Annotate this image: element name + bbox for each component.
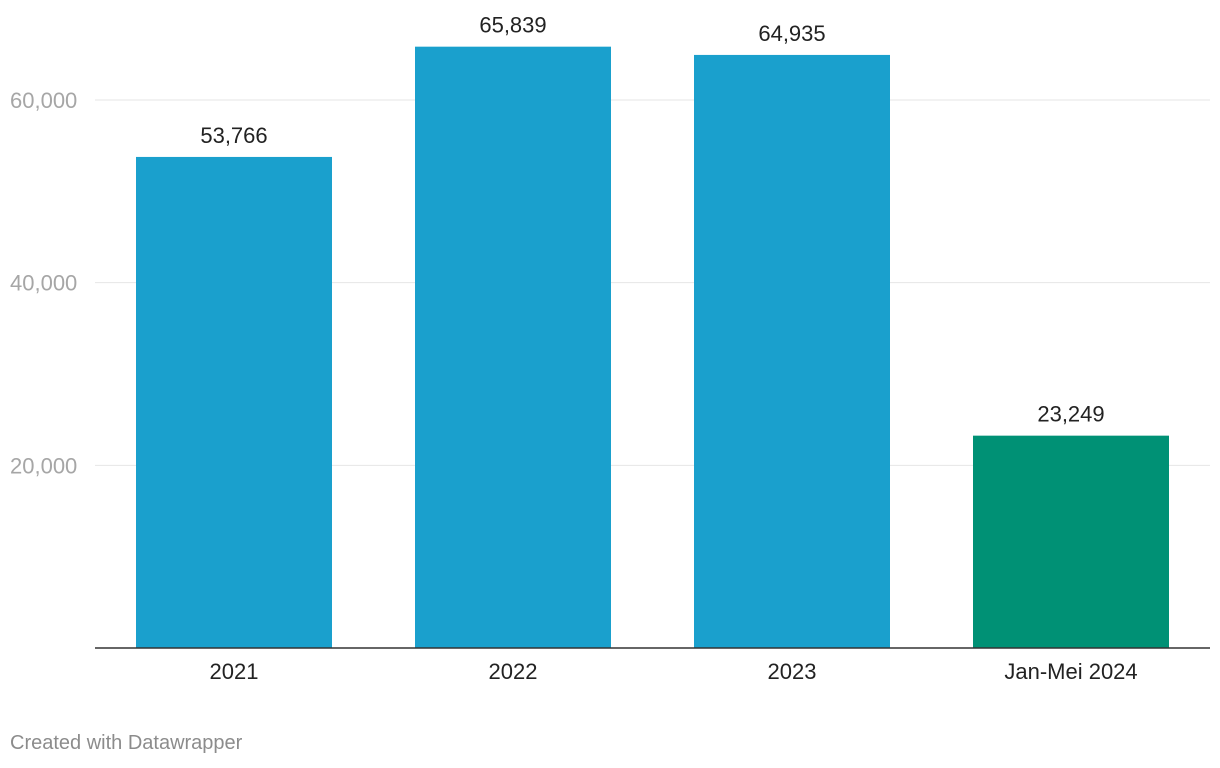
datawrapper-credit: Created with Datawrapper [10,732,243,754]
y-tick-label-60000: 60,000 [10,88,77,113]
value-label-0: 53,766 [200,123,267,148]
bar-2 [694,54,890,648]
x-tick-label-3: Jan-Mei 2024 [1004,659,1137,684]
value-label-2: 64,935 [758,21,825,46]
value-label-3: 23,249 [1037,402,1104,427]
value-label-1: 65,839 [479,13,546,38]
bar-1 [415,46,611,648]
x-tick-label-2: 2023 [768,659,817,684]
x-tick-label-0: 2021 [210,659,259,684]
bar-3 [973,435,1169,648]
y-tick-label-40000: 40,000 [10,271,77,296]
bar-0 [136,156,332,648]
y-tick-label-20000: 20,000 [10,453,77,478]
x-tick-label-1: 2022 [489,659,538,684]
